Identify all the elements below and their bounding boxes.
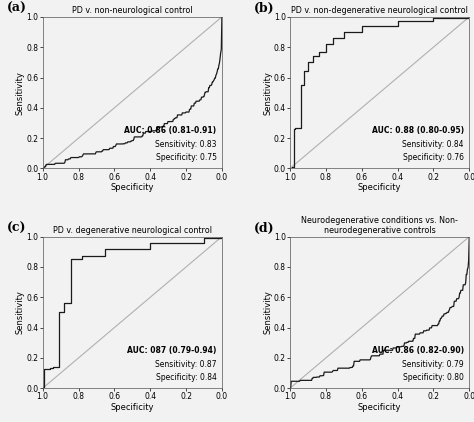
Title: PD v. non-neurological control: PD v. non-neurological control — [72, 6, 192, 16]
X-axis label: Specificity: Specificity — [110, 183, 154, 192]
Text: Sensitivity: 0.87: Sensitivity: 0.87 — [155, 360, 217, 368]
Y-axis label: Sensitivity: Sensitivity — [264, 290, 273, 334]
X-axis label: Specificity: Specificity — [358, 183, 401, 192]
Text: Sensitivity: 0.83: Sensitivity: 0.83 — [155, 140, 217, 149]
Y-axis label: Sensitivity: Sensitivity — [16, 71, 25, 115]
Title: PD v. degenerative neurological control: PD v. degenerative neurological control — [53, 226, 212, 235]
Text: AUC: 087 (0.79-0.94): AUC: 087 (0.79-0.94) — [127, 346, 217, 355]
Text: Specificity: 0.75: Specificity: 0.75 — [155, 153, 217, 162]
Y-axis label: Sensitivity: Sensitivity — [16, 290, 25, 334]
Text: Specificity: 0.80: Specificity: 0.80 — [403, 373, 464, 382]
Text: (b): (b) — [254, 2, 275, 15]
Text: Sensitivity: 0.84: Sensitivity: 0.84 — [402, 140, 464, 149]
Text: (a): (a) — [7, 2, 27, 15]
Title: Neurodegenerative conditions vs. Non-
neurodegenerative controls: Neurodegenerative conditions vs. Non- ne… — [301, 216, 458, 235]
Text: Specificity: 0.84: Specificity: 0.84 — [155, 373, 217, 382]
Text: AUC: 0.88 (0.80-0.95): AUC: 0.88 (0.80-0.95) — [372, 126, 464, 135]
Y-axis label: Sensitivity: Sensitivity — [264, 71, 273, 115]
Text: AUC: 0.86 (0.82-0.90): AUC: 0.86 (0.82-0.90) — [372, 346, 464, 355]
Text: Specificity: 0.76: Specificity: 0.76 — [403, 153, 464, 162]
Text: Sensitivity: 0.79: Sensitivity: 0.79 — [402, 360, 464, 368]
Text: (d): (d) — [254, 222, 275, 235]
X-axis label: Specificity: Specificity — [110, 403, 154, 412]
X-axis label: Specificity: Specificity — [358, 403, 401, 412]
Text: (c): (c) — [7, 222, 27, 235]
Text: AUC: 0.86 (0.81-0.91): AUC: 0.86 (0.81-0.91) — [124, 126, 217, 135]
Title: PD v. non-degenerative neurological control: PD v. non-degenerative neurological cont… — [291, 6, 468, 16]
